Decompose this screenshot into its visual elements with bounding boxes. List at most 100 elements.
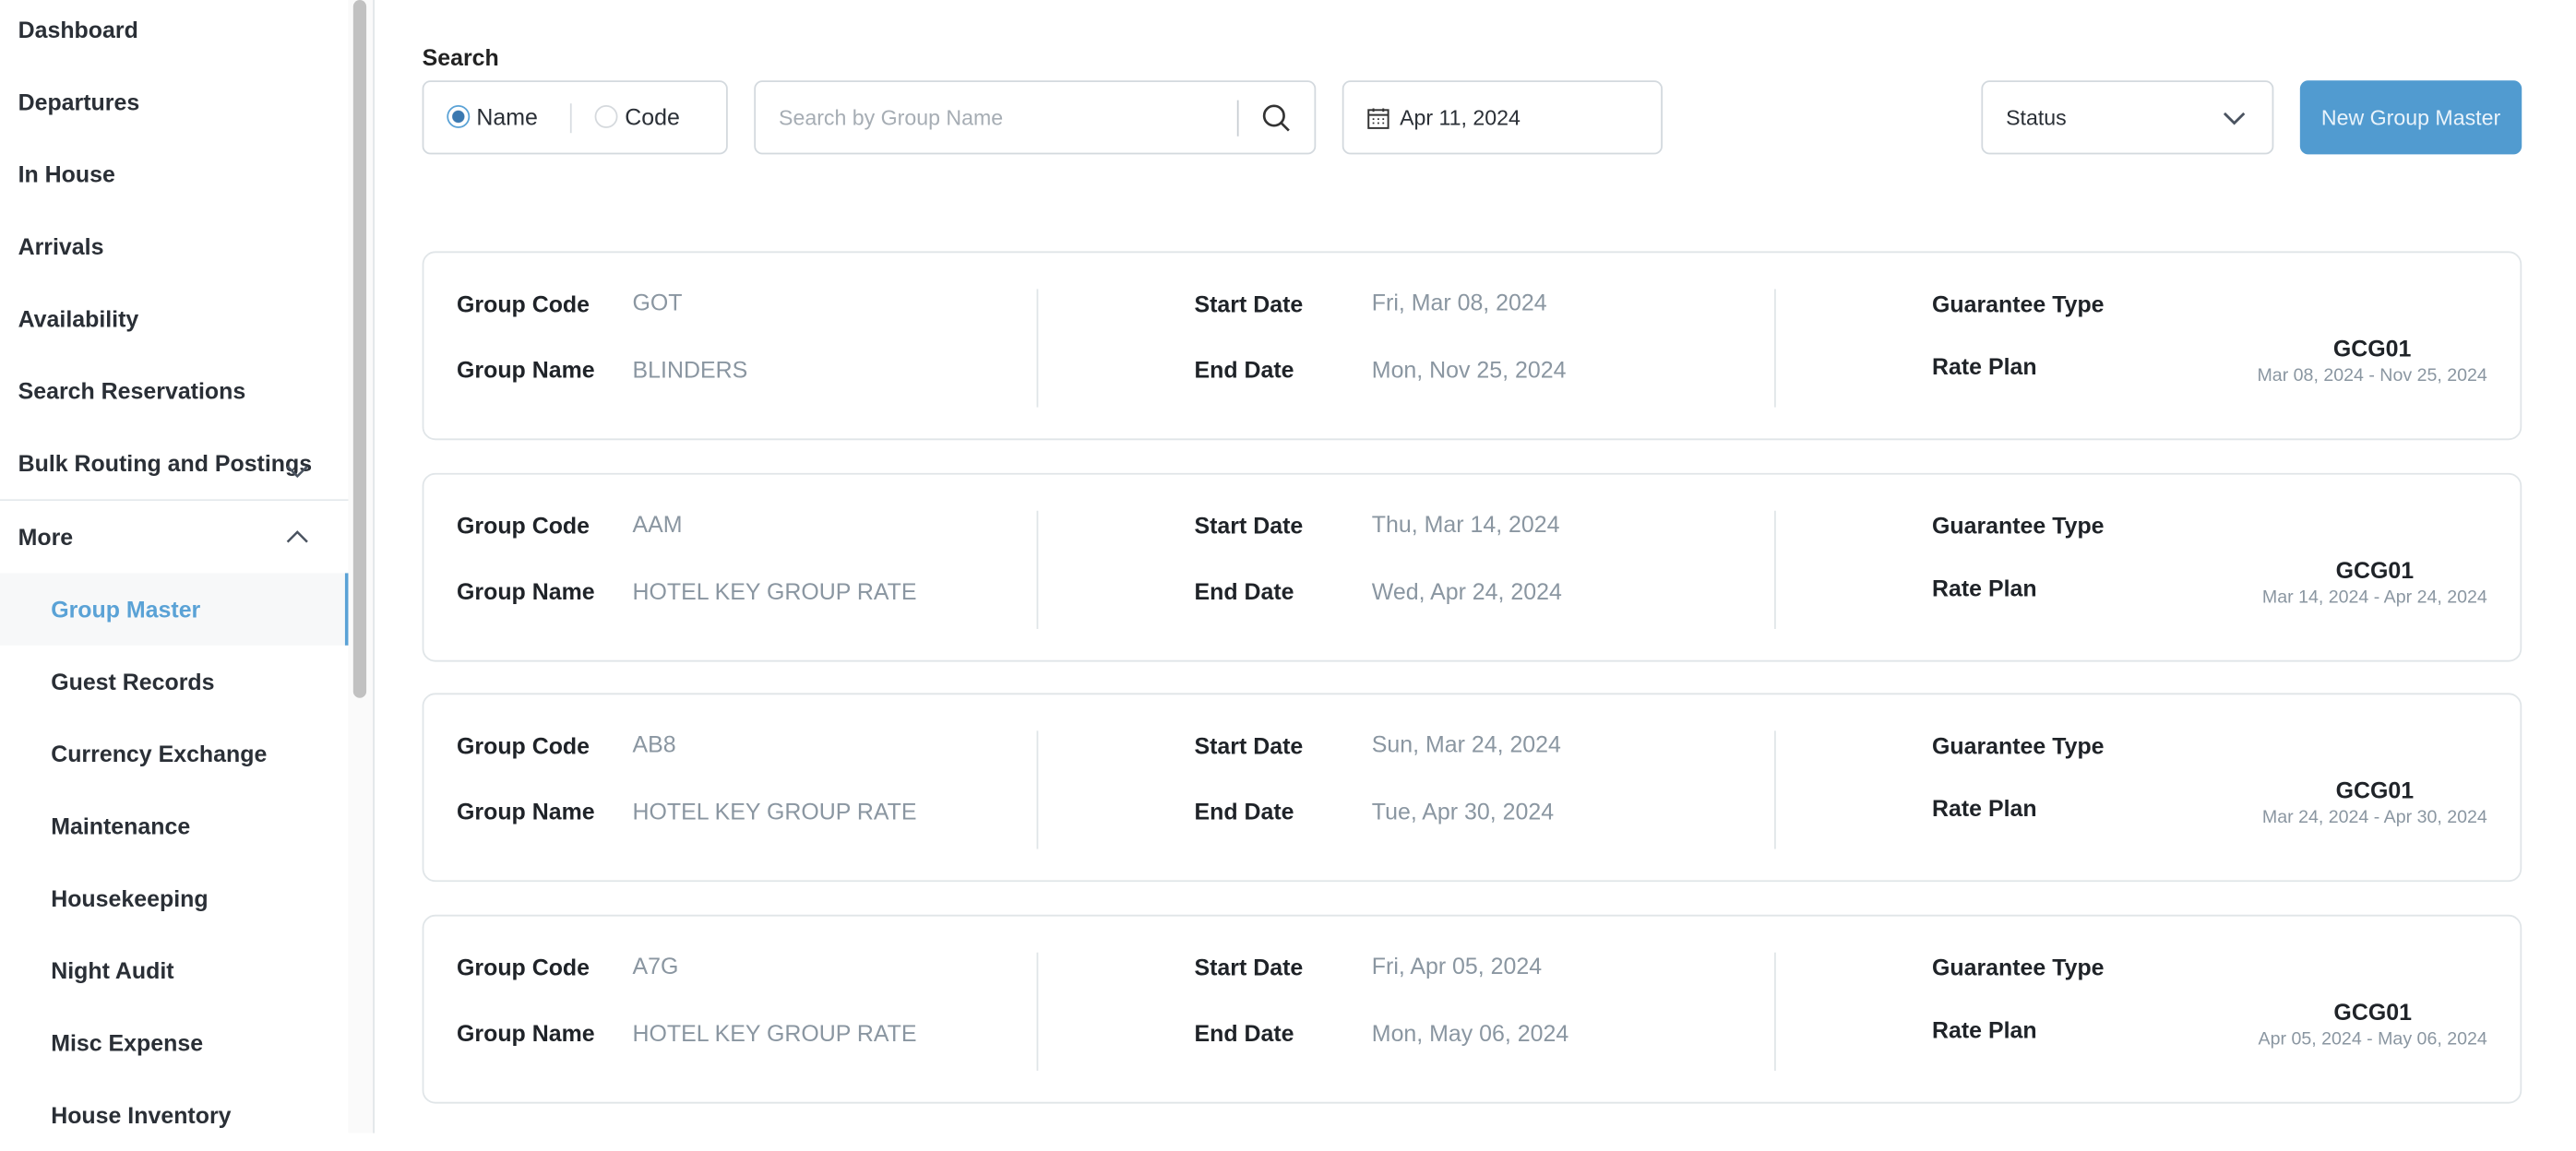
sidebar-item-arrivals[interactable]: Arrivals (0, 210, 348, 282)
sidebar-item-maintenance[interactable]: Maintenance (0, 789, 348, 861)
chevron-down-icon (286, 465, 308, 479)
radio-label: Name (476, 103, 538, 131)
end-date-value: Mon, Nov 25, 2024 (1371, 356, 1567, 383)
sidebar-item-label: Housekeeping (51, 884, 209, 912)
group-code-value: AAM (632, 510, 683, 538)
radio-selected-icon (447, 105, 471, 129)
rate-plan-range: Apr 05, 2024 - May 06, 2024 (2258, 1029, 2487, 1050)
sidebar-item-group-master[interactable]: Group Master (0, 573, 349, 646)
scrollbar-thumb[interactable] (352, 0, 367, 698)
sidebar-item-housekeeping[interactable]: Housekeeping (0, 862, 348, 934)
start-date-value: Fri, Apr 05, 2024 (1371, 952, 1543, 979)
radio-label: Code (625, 103, 680, 131)
group-card[interactable]: Group Code AAM Group Name HOTEL KEY GROU… (422, 472, 2522, 662)
search-input[interactable]: Search by Group Name (754, 80, 1317, 155)
sidebar-item-label: Currency Exchange (51, 741, 268, 767)
sidebar-item-dashboard[interactable]: Dashboard (0, 0, 348, 65)
group-code-label: Group Code (457, 732, 590, 759)
sidebar-item-in-house[interactable]: In House (0, 138, 348, 210)
sidebar-item-label: Guest Records (51, 668, 215, 695)
guarantee-type-label: Guarantee Type (1931, 512, 2105, 540)
rate-plan-value: GCG01 Mar 08, 2024 - Nov 25, 2024 (2257, 335, 2487, 386)
column-divider (1774, 289, 1776, 408)
status-placeholder: Status (2006, 104, 2067, 130)
radio-name[interactable]: Name (447, 102, 538, 132)
rate-plan-range: Mar 24, 2024 - Apr 30, 2024 (2261, 808, 2487, 828)
sidebar-item-label: Maintenance (51, 813, 191, 839)
group-code-label: Group Code (457, 512, 590, 540)
sidebar-item-label: Arrivals (18, 232, 104, 260)
column-divider (1774, 510, 1776, 629)
rate-plan-code: GCG01 (2335, 556, 2415, 584)
start-date-label: Start Date (1194, 954, 1304, 981)
new-group-master-button[interactable]: New Group Master (2299, 80, 2522, 155)
radio-divider (570, 102, 573, 133)
sidebar-item-label: Night Audit (51, 957, 174, 984)
sidebar-item-label: Bulk Routing and Postings (18, 449, 313, 477)
sidebar-item-availability[interactable]: Availability (0, 282, 348, 354)
sidebar-item-label: Misc Expense (51, 1029, 204, 1056)
chevron-down-icon (2223, 112, 2246, 125)
group-code-value: A7G (632, 952, 679, 979)
end-date-label: End Date (1194, 1019, 1294, 1047)
rate-plan-code: GCG01 (2335, 777, 2415, 803)
group-name-value: BLINDERS (632, 356, 748, 383)
group-card[interactable]: Group Code A7G Group Name HOTEL KEY GROU… (422, 914, 2522, 1104)
sidebar-item-label: Dashboard (18, 16, 138, 43)
rate-plan-code: GCG01 (2333, 998, 2412, 1026)
calendar-icon (1367, 107, 1389, 128)
sidebar-item-bulk-routing[interactable]: Bulk Routing and Postings (0, 427, 348, 499)
start-date-value: Sun, Mar 24, 2024 (1371, 730, 1561, 757)
end-date-value: Mon, May 06, 2024 (1371, 1019, 1569, 1047)
column-divider (1774, 730, 1776, 849)
date-picker[interactable]: Apr 11, 2024 (1342, 80, 1663, 155)
sidebar-item-more[interactable]: More (0, 501, 348, 573)
sidebar-item-label: In House (18, 160, 115, 187)
group-card[interactable]: Group Code GOT Group Name BLINDERS Start… (422, 251, 2522, 441)
group-name-value: HOTEL KEY GROUP RATE (632, 798, 917, 825)
sidebar: Dashboard Departures In House Arrivals A… (0, 0, 349, 1133)
group-card[interactable]: Group Code AB8 Group Name HOTEL KEY GROU… (422, 693, 2522, 883)
end-date-value: Tue, Apr 30, 2024 (1371, 798, 1555, 825)
sidebar-item-departures[interactable]: Departures (0, 65, 348, 137)
date-value: Apr 11, 2024 (1400, 104, 1521, 130)
rate-plan-range: Mar 14, 2024 - Apr 24, 2024 (2261, 587, 2487, 608)
sidebar-item-misc-expense[interactable]: Misc Expense (0, 1007, 348, 1079)
search-icon[interactable] (1262, 103, 1292, 133)
start-date-label: Start Date (1194, 512, 1304, 540)
sidebar-item-house-inventory[interactable]: House Inventory (0, 1079, 348, 1151)
sidebar-item-label: Departures (18, 89, 140, 115)
sidebar-item-label: Search Reservations (18, 377, 246, 405)
start-date-label: Start Date (1194, 291, 1304, 317)
sidebar-item-search-reservations[interactable]: Search Reservations (0, 355, 348, 427)
sidebar-item-label: Group Master (51, 596, 201, 623)
sidebar-item-label: Availability (18, 305, 139, 332)
end-date-label: End Date (1194, 356, 1294, 383)
end-date-label: End Date (1194, 577, 1294, 605)
radio-code[interactable]: Code (595, 102, 680, 132)
column-divider (1774, 952, 1776, 1071)
group-name-label: Group Name (457, 577, 595, 605)
group-name-label: Group Name (457, 798, 595, 825)
sidebar-item-currency-exchange[interactable]: Currency Exchange (0, 718, 348, 789)
search-divider (1236, 100, 1239, 136)
radio-unselected-icon (595, 105, 619, 129)
group-name-value: HOTEL KEY GROUP RATE (632, 577, 917, 605)
start-date-label: Start Date (1194, 732, 1304, 759)
guarantee-type-label: Guarantee Type (1931, 732, 2105, 759)
rate-plan-value: GCG01 Apr 05, 2024 - May 06, 2024 (2259, 999, 2487, 1050)
guarantee-type-label: Guarantee Type (1931, 954, 2105, 981)
rate-plan-label: Rate Plan (1931, 575, 2037, 601)
sidebar-scrollbar[interactable] (348, 0, 375, 1133)
column-divider (1036, 952, 1039, 1071)
status-dropdown[interactable]: Status (1981, 80, 2274, 155)
group-code-value: AB8 (632, 730, 676, 757)
guarantee-type-label: Guarantee Type (1931, 291, 2105, 317)
column-divider (1036, 730, 1039, 849)
group-code-value: GOT (632, 289, 683, 315)
sidebar-item-night-audit[interactable]: Night Audit (0, 934, 348, 1006)
column-divider (1036, 289, 1039, 408)
sidebar-item-guest-records[interactable]: Guest Records (0, 646, 348, 718)
column-divider (1036, 510, 1039, 629)
